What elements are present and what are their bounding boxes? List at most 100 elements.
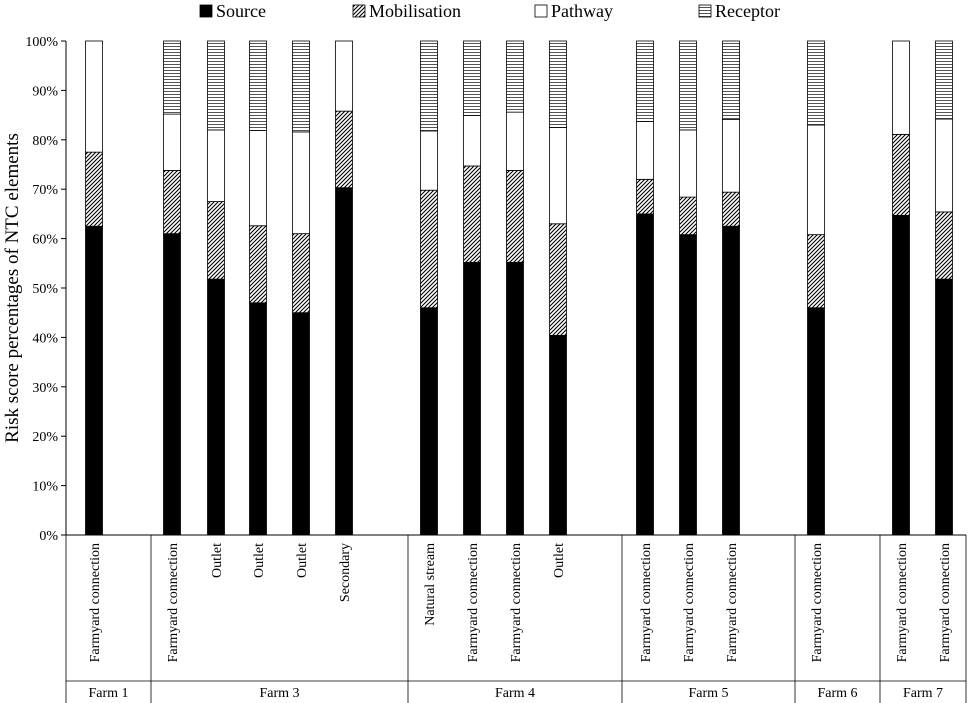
x-tick-label: Farmyard connection bbox=[88, 543, 103, 662]
bar-segment-receptor bbox=[636, 40, 654, 122]
y-tick-label: 100% bbox=[25, 35, 58, 50]
bar-segment-mobilisation bbox=[807, 234, 825, 309]
legend-label: Receptor bbox=[715, 1, 780, 21]
y-tick-label: 40% bbox=[32, 331, 58, 346]
x-tick-label: Farmyard connection bbox=[639, 543, 654, 662]
y-axis-ticks: 0% 10% 20% 30% 40% 50% 60% 70% 80% 90% 100% bbox=[25, 35, 67, 544]
bar-segment-source bbox=[679, 234, 697, 536]
bar-segment-receptor bbox=[420, 40, 438, 132]
x-tick-label: Farmyard connection bbox=[509, 543, 524, 662]
y-tick-label: 30% bbox=[32, 381, 58, 396]
bar-stack bbox=[85, 40, 103, 536]
bar-segment-pathway bbox=[249, 130, 267, 227]
bar-segment-source bbox=[807, 307, 825, 536]
y-tick-label: 90% bbox=[32, 84, 58, 99]
y-tick-label: 0% bbox=[39, 529, 58, 544]
bar-stack bbox=[549, 40, 567, 536]
bar-segment-mobilisation bbox=[549, 223, 567, 336]
bar-segment-pathway bbox=[636, 121, 654, 180]
x-tick-label: Farmyard connection bbox=[938, 543, 953, 662]
bars-layer bbox=[85, 40, 953, 536]
x-tick-label: Farmyard connection bbox=[810, 543, 825, 662]
bar-stack bbox=[636, 40, 654, 536]
bar-segment-mobilisation bbox=[292, 233, 310, 314]
legend-swatch bbox=[199, 4, 213, 18]
y-tick-label: 70% bbox=[32, 183, 58, 198]
bar-segment-source bbox=[163, 233, 181, 536]
bar-segment-receptor bbox=[549, 40, 567, 128]
y-axis-label: Risk score percentages of NTC elements bbox=[2, 133, 23, 443]
x-tick-label: Outlet bbox=[295, 543, 310, 578]
bar-segment-pathway bbox=[420, 130, 438, 191]
bar-segment-mobilisation bbox=[892, 133, 910, 216]
y-tick-label: 10% bbox=[32, 480, 58, 495]
x-tick-label: Farmyard connection bbox=[895, 543, 910, 662]
bar-segment-receptor bbox=[807, 40, 825, 126]
bar-segment-pathway bbox=[549, 127, 567, 225]
bar-segment-source bbox=[292, 312, 310, 536]
x-tick-label: Farmyard connection bbox=[682, 543, 697, 662]
bar-segment-source bbox=[722, 225, 740, 536]
x-tick-label: Secondary bbox=[338, 543, 353, 602]
bar-segment-receptor bbox=[292, 40, 310, 133]
legend-item-mobilisation: Mobilisation bbox=[352, 1, 461, 21]
legend-swatch bbox=[534, 4, 548, 18]
bar-segment-pathway bbox=[807, 124, 825, 236]
bar-segment-mobilisation bbox=[335, 110, 353, 189]
bar-segment-mobilisation bbox=[420, 189, 438, 309]
legend-swatch bbox=[352, 4, 366, 18]
y-tick-label: 60% bbox=[32, 233, 58, 248]
bar-segment-pathway bbox=[163, 113, 181, 171]
bar-segment-source bbox=[506, 261, 524, 536]
bar-stack bbox=[679, 40, 697, 536]
y-tick-label: 50% bbox=[32, 282, 58, 297]
bar-segment-source bbox=[636, 213, 654, 536]
bar-segment-mobilisation bbox=[163, 170, 181, 235]
bar-stack bbox=[292, 40, 310, 536]
bar-segment-mobilisation bbox=[506, 170, 524, 263]
group-label: Farm 5 bbox=[688, 686, 728, 701]
bar-stack bbox=[335, 40, 353, 536]
x-tick-label: Farmyard connection bbox=[725, 543, 740, 662]
bar-segment-source bbox=[335, 187, 353, 536]
bar-segment-receptor bbox=[207, 40, 225, 131]
bar-stack bbox=[420, 40, 438, 536]
bar-segment-mobilisation bbox=[636, 178, 654, 215]
y-tick-label: 80% bbox=[32, 134, 58, 149]
bar-stack bbox=[249, 40, 267, 536]
bar-stack bbox=[163, 40, 181, 536]
bar-segment-receptor bbox=[463, 40, 481, 116]
group-label: Farm 4 bbox=[495, 686, 535, 701]
bar-segment-mobilisation bbox=[85, 151, 103, 227]
bar-stack bbox=[892, 40, 910, 536]
bar-segment-source bbox=[85, 225, 103, 536]
bar-segment-source bbox=[935, 278, 953, 536]
bar-segment-pathway bbox=[722, 119, 740, 193]
group-label: Farm 1 bbox=[88, 686, 128, 701]
legend-label: Mobilisation bbox=[369, 1, 461, 21]
legend-swatch bbox=[698, 4, 712, 18]
bar-segment-pathway bbox=[292, 131, 310, 235]
bar-segment-mobilisation bbox=[207, 201, 225, 280]
legend-label: Source bbox=[216, 1, 266, 21]
legend-item-pathway: Pathway bbox=[534, 1, 613, 21]
bar-segment-pathway bbox=[506, 111, 524, 171]
chart-legend: Source Mobilisation Pathway Receptor bbox=[199, 1, 780, 21]
bar-segment-source bbox=[249, 302, 267, 536]
legend-item-source: Source bbox=[199, 1, 266, 21]
bar-stack bbox=[722, 40, 740, 536]
bar-segment-source bbox=[463, 261, 481, 536]
legend-item-receptor: Receptor bbox=[698, 1, 780, 21]
bar-stack bbox=[506, 40, 524, 536]
legend-label: Pathway bbox=[551, 1, 613, 21]
bar-segment-receptor bbox=[163, 40, 181, 115]
bar-stack bbox=[207, 40, 225, 536]
x-tick-label: Outlet bbox=[252, 543, 267, 578]
bar-segment-mobilisation bbox=[463, 165, 481, 263]
bar-segment-mobilisation bbox=[935, 211, 953, 280]
x-tick-label: Farmyard connection bbox=[466, 543, 481, 662]
bar-segment-pathway bbox=[207, 129, 225, 202]
x-axis: Farmyard connection Farmyard connection Ou… bbox=[65, 534, 967, 703]
group-label: Farm 7 bbox=[903, 686, 943, 701]
bar-segment-receptor bbox=[249, 40, 267, 131]
